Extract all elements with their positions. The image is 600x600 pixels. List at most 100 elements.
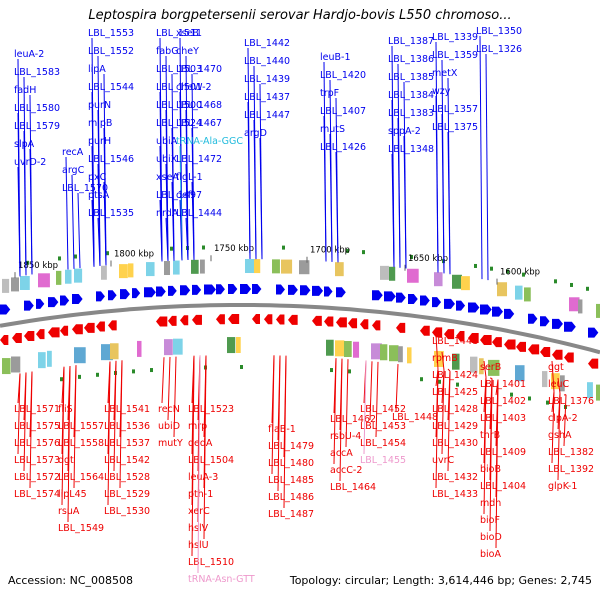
feature-marker <box>202 245 205 250</box>
gene-leader-line <box>247 101 251 260</box>
reverse-feature-block <box>164 339 173 356</box>
gene-label-reverse: serB <box>480 362 501 373</box>
gene-leader-line <box>91 199 95 267</box>
gene-leader-line <box>165 217 169 261</box>
gene-leader-line <box>557 377 561 394</box>
forward-gene-arrow <box>96 291 105 302</box>
gene-label-forward: LBL_1348 <box>388 144 434 155</box>
gene-label-reverse: LBL_1486 <box>268 492 314 503</box>
forward-gene-arrow <box>48 297 59 308</box>
gene-label-forward: LBL_1444 <box>176 208 222 219</box>
gene-label-forward: LBL_1583 <box>14 67 60 78</box>
gene-leader-line <box>435 369 439 489</box>
forward-gene-arrow <box>252 284 262 295</box>
reverse-gene-arrow <box>504 339 516 350</box>
forward-gene-arrow <box>156 286 166 297</box>
feature-marker <box>106 251 109 256</box>
gene-leader-line <box>375 361 379 438</box>
forward-gene-arrow <box>144 287 156 298</box>
gene-label-reverse: flaB-1 <box>268 424 296 435</box>
gene-leader-line <box>557 393 561 481</box>
gene-label-forward: LBL_1357 <box>432 104 478 115</box>
gene-label-reverse: LBL_1558 <box>58 438 104 449</box>
reverse-feature-block <box>38 352 46 369</box>
gene-label-reverse: LBL_1464 <box>330 482 376 493</box>
reverse-feature-block <box>47 350 52 367</box>
feature-marker <box>522 272 525 277</box>
gene-leader-line <box>171 181 175 261</box>
gene-label-reverse: LBL_1572 <box>14 472 60 483</box>
reverse-gene-arrow <box>60 325 69 336</box>
reverse-feature-block <box>344 340 352 357</box>
gene-label-forward: fadH <box>14 85 36 96</box>
feature-marker <box>456 382 459 387</box>
gene-leader-line <box>369 361 373 421</box>
gene-leader-line <box>73 365 77 489</box>
forward-feature-block <box>128 263 134 278</box>
gene-label-forward: LBL_1383 <box>388 108 434 119</box>
gene-label-reverse: LBL_1392 <box>548 464 594 475</box>
reverse-gene-arrow <box>396 322 406 333</box>
gene-label-forward: xseB <box>176 28 199 39</box>
gene-label-reverse: LBL_1529 <box>104 489 150 500</box>
reverse-gene-arrow <box>36 329 45 340</box>
forward-gene-arrow <box>540 316 550 327</box>
gene-label-forward: LBL_1359 <box>432 50 478 61</box>
reverse-feature-block <box>587 382 593 399</box>
forward-gene-arrow <box>528 313 538 324</box>
forward-gene-arrow <box>432 297 442 308</box>
feature-marker <box>240 365 243 369</box>
gene-leader-line <box>161 357 165 404</box>
reverse-gene-arrow <box>288 314 298 325</box>
gene-label-forward: LBL_1472 <box>176 154 222 165</box>
gene-label-reverse: LBL_1428 <box>432 404 478 415</box>
feature-marker <box>362 250 365 255</box>
reverse-gene-arrow <box>492 337 502 348</box>
gene-label-reverse: LBL_1401 <box>480 379 526 390</box>
reverse-feature-block <box>110 343 119 360</box>
reverse-gene-arrow <box>108 320 117 331</box>
gene-label-forward: LBL_1535 <box>88 208 134 219</box>
gene-label-reverse: LBL_1462 <box>330 414 376 425</box>
reverse-gene-arrow <box>312 315 322 326</box>
gene-leader-line <box>67 366 71 523</box>
forward-gene-arrow <box>492 306 503 317</box>
gene-leader-line <box>271 355 275 475</box>
gene-label-reverse: uvrC <box>432 455 455 466</box>
forward-gene-arrow <box>36 298 45 309</box>
forward-gene-arrow <box>240 284 252 294</box>
gene-label-reverse: LBL_1485 <box>268 475 314 486</box>
forward-gene-arrow <box>300 285 311 296</box>
feature-marker <box>348 369 351 374</box>
forward-feature-block <box>38 273 50 288</box>
forward-feature-block <box>20 275 30 290</box>
gene-leader-line <box>479 35 483 280</box>
feature-marker <box>346 248 349 253</box>
gene-label-reverse: LBL_1409 <box>480 447 526 458</box>
reverse-feature-block <box>434 350 444 367</box>
gene-label-forward: ubiA <box>156 136 178 147</box>
gene-leader-line <box>363 360 367 455</box>
reverse-feature-block <box>2 358 11 375</box>
forward-gene-arrow <box>336 287 346 298</box>
forward-feature-block <box>56 270 62 285</box>
chromosome-backbone <box>0 303 600 355</box>
forward-gene-arrow <box>564 321 576 332</box>
gene-label-forward: LBL_1326 <box>476 44 522 55</box>
gene-label-reverse: pth-1 <box>188 489 213 500</box>
reverse-feature-block <box>596 384 600 401</box>
reverse-gene-arrow <box>588 358 599 369</box>
scale-tick-label: 1750 kbp <box>214 244 254 254</box>
gene-leader-line <box>489 378 493 532</box>
gene-label-forward: LBL_1387 <box>388 36 434 47</box>
feature-marker <box>330 368 333 373</box>
gene-label-forward: fabG <box>156 46 179 57</box>
gene-leader-line <box>77 192 81 269</box>
gene-leader-line <box>447 368 451 372</box>
scale-tick-label: 1850 kbp <box>18 261 58 271</box>
forward-gene-arrow <box>384 291 396 302</box>
gene-leader-line <box>71 174 75 269</box>
gene-label-forward: metX <box>432 68 458 79</box>
gene-label-reverse: LBL_1403 <box>480 413 526 424</box>
gene-label-reverse: rsuA <box>58 506 80 517</box>
